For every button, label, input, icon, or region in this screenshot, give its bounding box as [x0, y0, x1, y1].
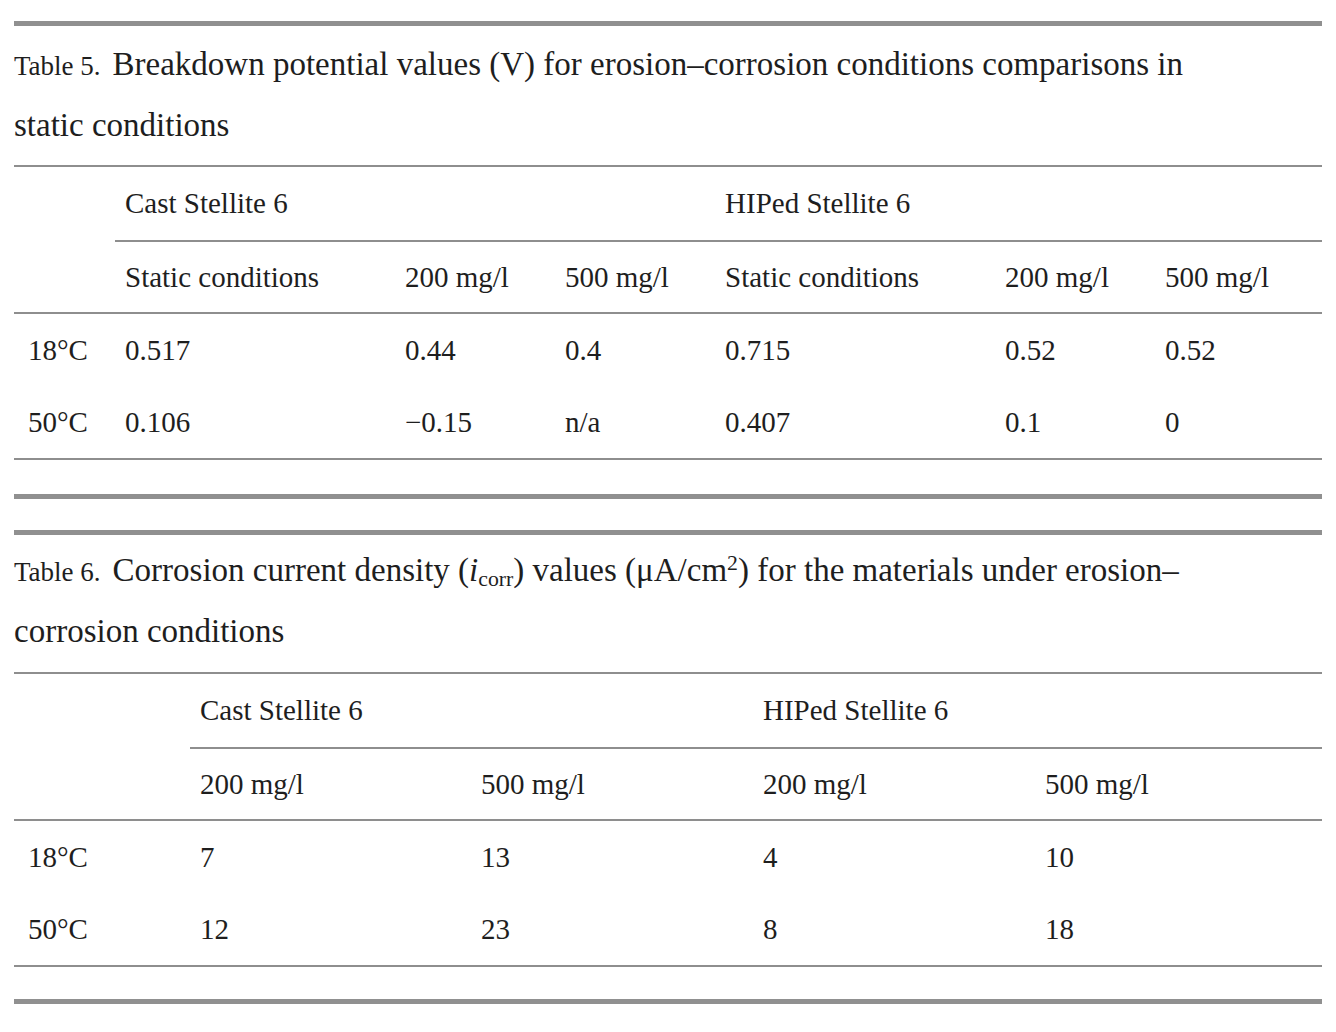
- table6-cell: 8: [753, 893, 1035, 966]
- table5-row-50c: 50°C 0.106 −0.15 n/a 0.407 0.1 0: [14, 386, 1322, 459]
- table5-subheader: Static conditions: [715, 241, 995, 313]
- table6-caption-seg1: Corrosion current density (: [113, 552, 470, 588]
- section-divider-bar-top-table6: [14, 530, 1322, 535]
- table5-cell: n/a: [555, 386, 715, 459]
- table6-caption-sub-corr: corr: [478, 567, 513, 591]
- section-divider-bar-bottom-table5: [14, 494, 1322, 499]
- table5-cell: 0.106: [115, 386, 395, 459]
- table5-subheader: 500 mg/l: [1155, 241, 1322, 313]
- table6-row-18c: 18°C 7 13 4 10: [14, 820, 1322, 893]
- table5-group-hiped: HIPed Stellite 6: [715, 166, 1322, 241]
- table5-row-label: 50°C: [14, 386, 115, 459]
- table5-cell: 0.715: [715, 313, 995, 386]
- table6-caption: Table 6.Corrosion current density (icorr…: [14, 541, 1322, 661]
- table6-subheader-row: 200 mg/l 500 mg/l 200 mg/l 500 mg/l: [14, 748, 1322, 820]
- paper-page: Table 5. Breakdown potential values (V) f…: [0, 0, 1336, 1032]
- table5-subheader: Static conditions: [115, 241, 395, 313]
- table6-label: Table 6.: [14, 557, 101, 587]
- table5-group-cast: Cast Stellite 6: [115, 166, 715, 241]
- table6-caption-ital-i: i: [469, 552, 478, 588]
- table6-group-hiped: HIPed Stellite 6: [753, 673, 1322, 748]
- table6-group-cast: Cast Stellite 6: [190, 673, 753, 748]
- table6-subheader: 500 mg/l: [1035, 748, 1322, 820]
- table5-row-18c: 18°C 0.517 0.44 0.4 0.715 0.52 0.52: [14, 313, 1322, 386]
- table6: Cast Stellite 6 HIPed Stellite 6 200 mg/…: [14, 672, 1322, 967]
- table5: Cast Stellite 6 HIPed Stellite 6 Static …: [14, 165, 1322, 460]
- table6-cell: 4: [753, 820, 1035, 893]
- table5-caption-line2: static conditions: [14, 96, 1322, 155]
- table5-cell: 0: [1155, 386, 1322, 459]
- section-divider-bar-bottom-table6: [14, 999, 1322, 1004]
- table6-caption-seg3: ) for the materials under erosion–: [738, 552, 1179, 588]
- table5-cell: 0.52: [995, 313, 1155, 386]
- table5-cell: 0.52: [1155, 313, 1322, 386]
- table5-caption-text2: static conditions: [14, 107, 229, 143]
- table5-subheader-row: Static conditions 200 mg/l 500 mg/l Stat…: [14, 241, 1322, 313]
- table6-cell: 12: [190, 893, 471, 966]
- table5-cell: 0.407: [715, 386, 995, 459]
- table6-subheader: 500 mg/l: [471, 748, 753, 820]
- table6-caption-seg2: ) values (μA/cm: [513, 552, 727, 588]
- table5-row-label: 18°C: [14, 313, 115, 386]
- table6-caption-line1: Table 6. Corrosion current density (icorr…: [14, 541, 1322, 602]
- table5-caption-line1: Table 5. Breakdown potential values (V) f…: [14, 35, 1322, 96]
- table6-row-label: 50°C: [14, 893, 190, 966]
- table6-stub-cell: [14, 673, 190, 748]
- table6-cell: 23: [471, 893, 753, 966]
- table6-group-header-row: Cast Stellite 6 HIPed Stellite 6: [14, 673, 1322, 748]
- table5-subheader-stub: [14, 241, 115, 313]
- table5-caption: Table 5. Breakdown potential values (V) f…: [14, 35, 1322, 155]
- table5-caption-text1: Breakdown potential values (V) for erosi…: [113, 46, 1183, 82]
- table5-cell: 0.1: [995, 386, 1155, 459]
- table6-cell: 7: [190, 820, 471, 893]
- table6-caption-line2: corrosion conditions: [14, 602, 1322, 661]
- section-divider-bar-top-table5: [14, 21, 1322, 26]
- table5-cell: 0.4: [555, 313, 715, 386]
- table6-subheader: 200 mg/l: [190, 748, 471, 820]
- table6-caption-sup-2: 2: [727, 551, 738, 575]
- table6-cell: 10: [1035, 820, 1322, 893]
- table5-subheader: 200 mg/l: [995, 241, 1155, 313]
- table6-cell: 18: [1035, 893, 1322, 966]
- table6-caption-text2: corrosion conditions: [14, 613, 284, 649]
- table5-cell: −0.15: [395, 386, 555, 459]
- table5-subheader: 500 mg/l: [555, 241, 715, 313]
- table5-cell: 0.517: [115, 313, 395, 386]
- table6-row-label: 18°C: [14, 820, 190, 893]
- table5-subheader: 200 mg/l: [395, 241, 555, 313]
- table6-row-50c: 50°C 12 23 8 18: [14, 893, 1322, 966]
- table5-cell: 0.44: [395, 313, 555, 386]
- table6-cell: 13: [471, 820, 753, 893]
- table5-stub-cell: [14, 166, 115, 241]
- table6-subheader-stub: [14, 748, 190, 820]
- table5-label: Table 5.: [14, 51, 101, 81]
- table6-subheader: 200 mg/l: [753, 748, 1035, 820]
- table5-group-header-row: Cast Stellite 6 HIPed Stellite 6: [14, 166, 1322, 241]
